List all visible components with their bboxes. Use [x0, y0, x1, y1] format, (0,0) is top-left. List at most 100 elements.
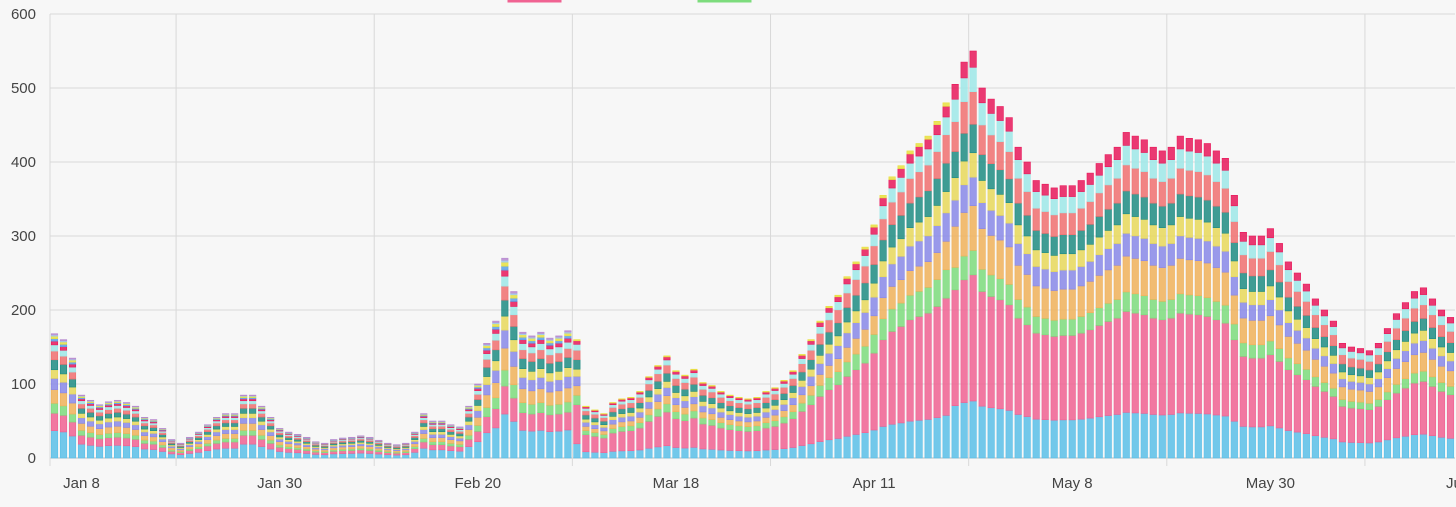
- bar-segment[interactable]: [1203, 155, 1211, 176]
- bar-segment[interactable]: [861, 362, 869, 433]
- bar-segment[interactable]: [483, 384, 491, 396]
- bar-segment[interactable]: [915, 221, 923, 242]
- bar-segment[interactable]: [798, 394, 806, 404]
- bar-segment[interactable]: [86, 412, 95, 418]
- bar-segment[interactable]: [780, 410, 788, 418]
- bar-segment[interactable]: [870, 429, 878, 459]
- bar-segment[interactable]: [735, 412, 743, 417]
- bar-segment[interactable]: [1293, 431, 1301, 459]
- bar-segment[interactable]: [492, 397, 500, 410]
- bar-segment[interactable]: [1329, 372, 1337, 389]
- bar-segment[interactable]: [1086, 329, 1094, 419]
- bar-segment[interactable]: [1257, 357, 1265, 428]
- bar-segment[interactable]: [1194, 413, 1202, 459]
- bar-segment[interactable]: [726, 429, 734, 451]
- bar-segment[interactable]: [240, 435, 248, 445]
- bar-segment[interactable]: [50, 340, 59, 346]
- bar-stack[interactable]: [609, 402, 617, 459]
- bar-segment[interactable]: [672, 370, 680, 372]
- bar-segment[interactable]: [1374, 347, 1382, 356]
- bar-segment[interactable]: [95, 419, 104, 425]
- bar-stack[interactable]: [456, 426, 464, 459]
- bar-segment[interactable]: [330, 447, 338, 451]
- bar-segment[interactable]: [1284, 336, 1292, 359]
- bar-segment[interactable]: [1167, 414, 1175, 459]
- bar-segment[interactable]: [924, 148, 932, 166]
- bar-segment[interactable]: [762, 393, 770, 398]
- bar-stack[interactable]: [1257, 235, 1265, 459]
- bar-stack[interactable]: [654, 365, 662, 459]
- bar-segment[interactable]: [1329, 438, 1337, 459]
- bar-segment[interactable]: [195, 437, 203, 440]
- bar-segment[interactable]: [366, 453, 374, 459]
- bar-segment[interactable]: [1014, 146, 1022, 160]
- bar-stack[interactable]: [969, 50, 977, 459]
- bar-segment[interactable]: [123, 407, 131, 411]
- bar-segment[interactable]: [564, 341, 572, 349]
- bar-segment[interactable]: [510, 351, 518, 367]
- bar-segment[interactable]: [510, 291, 518, 294]
- bar-segment[interactable]: [1203, 297, 1211, 317]
- bar-segment[interactable]: [1275, 243, 1283, 253]
- bar-segment[interactable]: [915, 419, 923, 459]
- bar-segment[interactable]: [447, 424, 455, 426]
- bar-segment[interactable]: [888, 187, 896, 203]
- bar-segment[interactable]: [447, 443, 455, 447]
- bar-segment[interactable]: [1266, 269, 1274, 287]
- bar-segment[interactable]: [564, 411, 572, 431]
- bar-stack[interactable]: [447, 424, 455, 459]
- bar-segment[interactable]: [618, 398, 626, 400]
- bar-segment[interactable]: [519, 377, 527, 390]
- bar-segment[interactable]: [555, 430, 563, 459]
- bar-stack[interactable]: [546, 337, 554, 459]
- bar-segment[interactable]: [1059, 419, 1067, 459]
- bar-stack[interactable]: [870, 224, 878, 459]
- bar-segment[interactable]: [168, 439, 176, 441]
- bar-segment[interactable]: [132, 416, 140, 422]
- bar-segment[interactable]: [501, 285, 509, 301]
- bar-segment[interactable]: [483, 353, 491, 360]
- bar-segment[interactable]: [816, 374, 824, 386]
- bar-segment[interactable]: [573, 443, 581, 459]
- bar-stack[interactable]: [474, 383, 482, 459]
- bar-stack[interactable]: [906, 150, 914, 459]
- bar-segment[interactable]: [672, 385, 680, 393]
- bar-segment[interactable]: [825, 343, 833, 354]
- bar-segment[interactable]: [213, 416, 221, 419]
- bar-segment[interactable]: [825, 377, 833, 391]
- bar-segment[interactable]: [1428, 298, 1437, 306]
- bar-stack[interactable]: [1158, 150, 1166, 459]
- bar-segment[interactable]: [1005, 178, 1013, 203]
- bar-segment[interactable]: [1392, 358, 1401, 369]
- bar-segment[interactable]: [600, 413, 608, 415]
- bar-segment[interactable]: [249, 423, 257, 431]
- bar-segment[interactable]: [636, 407, 644, 413]
- bar-segment[interactable]: [1212, 181, 1220, 207]
- bar-segment[interactable]: [1158, 414, 1166, 459]
- bar-segment[interactable]: [1239, 317, 1247, 344]
- bar-segment[interactable]: [681, 375, 689, 379]
- bar-segment[interactable]: [1194, 171, 1202, 198]
- bar-segment[interactable]: [951, 405, 959, 459]
- bar-segment[interactable]: [663, 359, 671, 366]
- bar-segment[interactable]: [1239, 356, 1247, 427]
- bar-segment[interactable]: [789, 373, 797, 379]
- bar-segment[interactable]: [1158, 162, 1166, 182]
- bar-stack[interactable]: [1338, 342, 1346, 459]
- bar-segment[interactable]: [573, 376, 581, 387]
- bar-segment[interactable]: [1329, 326, 1337, 336]
- bar-segment[interactable]: [1050, 271, 1058, 291]
- bar-segment[interactable]: [1266, 237, 1274, 252]
- bar-stack[interactable]: [1212, 150, 1220, 459]
- bar-segment[interactable]: [951, 98, 959, 122]
- bar-segment[interactable]: [699, 417, 707, 425]
- bar-stack[interactable]: [50, 333, 59, 459]
- bar-segment[interactable]: [132, 429, 140, 436]
- bar-segment[interactable]: [1077, 316, 1085, 334]
- bar-segment[interactable]: [50, 378, 59, 390]
- bar-segment[interactable]: [1005, 246, 1013, 285]
- bar-segment[interactable]: [1005, 284, 1013, 306]
- bar-stack[interactable]: [483, 342, 491, 459]
- bar-segment[interactable]: [1230, 195, 1238, 207]
- bar-segment[interactable]: [627, 397, 635, 399]
